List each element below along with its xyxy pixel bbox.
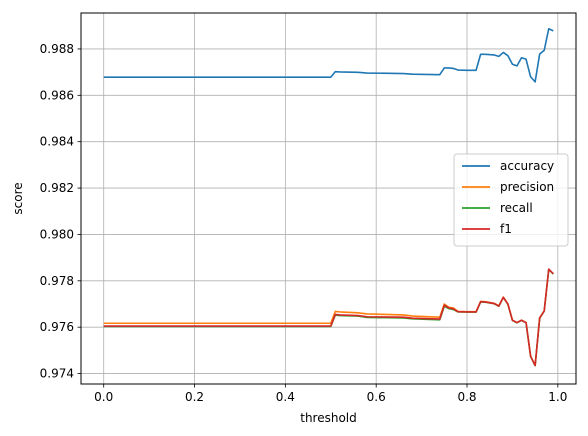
series-lines — [103, 27, 554, 367]
y-tick-label: 0.978 — [40, 274, 74, 288]
x-tick-label: 0.0 — [94, 390, 113, 404]
plot-frame — [80, 12, 577, 385]
y-axis-label: score — [11, 182, 25, 214]
legend: accuracy precision recall f1 — [453, 153, 569, 247]
x-tick-label: 0.2 — [185, 390, 204, 404]
axis-ticks: 0.0 0.2 0.4 0.6 0.8 1.0 0.974 0.976 0.978 0.980 0.… — [40, 42, 568, 404]
legend-label-recall: recall — [500, 201, 533, 215]
x-tick-label: 0.4 — [276, 390, 295, 404]
series-line-precision — [103, 268, 554, 367]
legend-label-accuracy: accuracy — [500, 159, 554, 173]
series-line-f1 — [103, 268, 554, 367]
series-line-recall — [103, 268, 554, 367]
y-tick-label: 0.986 — [40, 88, 74, 102]
x-tick-label: 0.8 — [457, 390, 476, 404]
x-axis-label: threshold — [300, 411, 357, 425]
y-tick-label: 0.982 — [40, 181, 74, 195]
y-tick-label: 0.988 — [40, 42, 74, 56]
legend-box — [453, 153, 569, 247]
y-tick-label: 0.974 — [40, 367, 74, 381]
y-tick-label: 0.984 — [40, 135, 74, 149]
legend-label-f1: f1 — [500, 222, 512, 236]
y-tick-label: 0.976 — [40, 320, 74, 334]
legend-label-precision: precision — [500, 180, 554, 194]
series-line-accuracy — [103, 27, 554, 83]
x-tick-label: 1.0 — [548, 390, 567, 404]
y-tick-label: 0.980 — [40, 227, 74, 241]
x-tick-label: 0.6 — [367, 390, 386, 404]
